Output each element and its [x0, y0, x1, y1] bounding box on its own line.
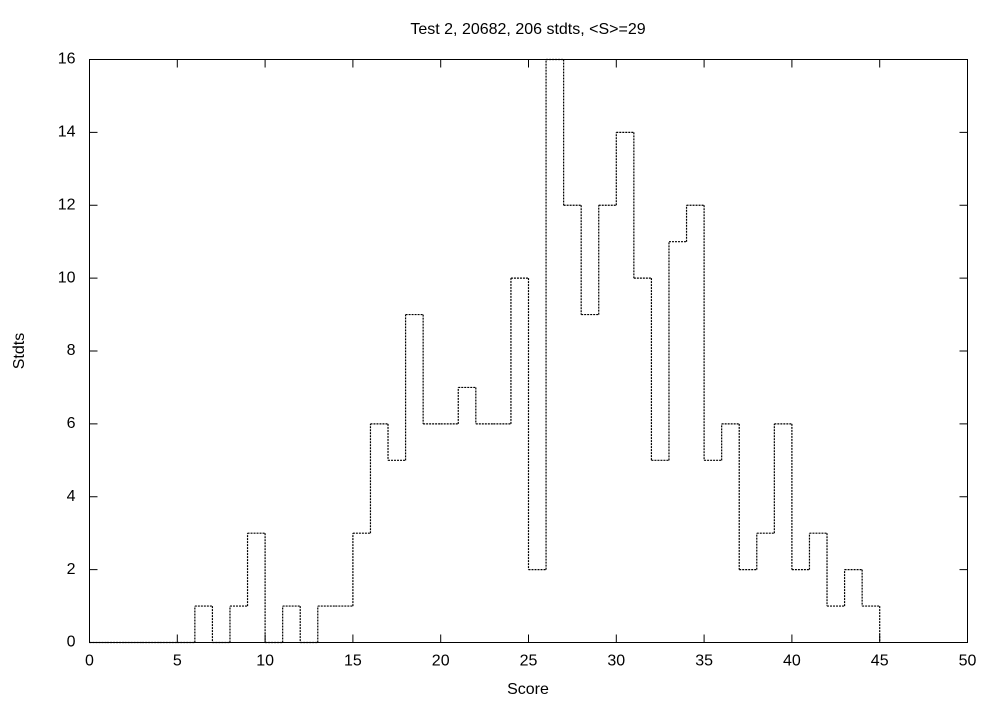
x-tick-label: 45	[871, 653, 889, 670]
x-tick-label: 50	[959, 653, 977, 670]
y-tick-label: 12	[58, 196, 76, 213]
y-tick-label: 4	[67, 488, 76, 505]
x-tick-label: 40	[783, 653, 801, 670]
x-tick-label: 10	[256, 653, 274, 670]
x-tick-label: 5	[173, 653, 182, 670]
x-tick-label: 15	[344, 653, 362, 670]
x-tick-label: 0	[85, 653, 94, 670]
y-tick-label: 2	[67, 561, 76, 578]
x-tick-label: 30	[607, 653, 625, 670]
x-axis-label: Score	[507, 681, 549, 698]
x-tick-label: 25	[520, 653, 538, 670]
y-tick-label: 6	[67, 415, 76, 432]
chart-title: Test 2, 20682, 206 stdts, <S>=29	[410, 21, 645, 38]
y-tick-label: 8	[67, 342, 76, 359]
x-tick-label: 35	[695, 653, 713, 670]
y-axis-label: Stdts	[11, 333, 28, 369]
x-tick-label: 20	[432, 653, 450, 670]
y-tick-label: 16	[58, 51, 76, 68]
y-tick-label: 10	[58, 269, 76, 286]
y-tick-label: 14	[58, 124, 76, 141]
y-tick-label: 0	[67, 634, 76, 651]
